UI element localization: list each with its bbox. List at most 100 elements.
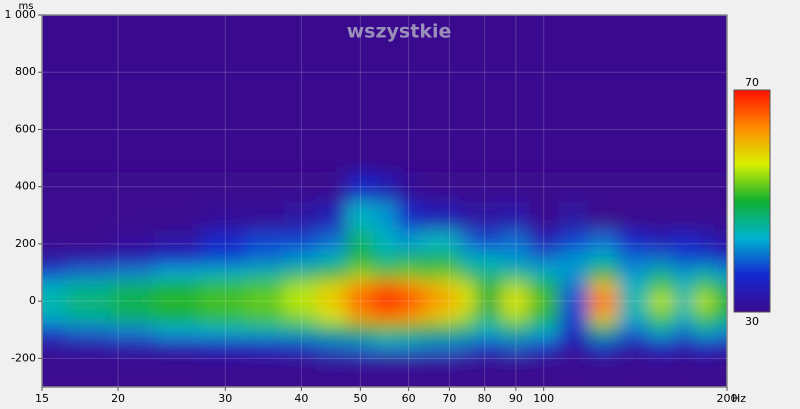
heat-cell [714, 251, 727, 266]
heat-cell [372, 294, 398, 309]
heat-cell [154, 336, 202, 352]
heat-cell [714, 172, 727, 202]
heat-cell [648, 365, 675, 387]
heat-cell [42, 365, 67, 387]
heat-cell [397, 265, 420, 281]
heat-cell [154, 308, 202, 324]
heat-cell [458, 351, 477, 367]
heat-cell [346, 336, 374, 352]
heat-cell [346, 265, 374, 281]
heat-cell [283, 365, 318, 387]
heat-cell [110, 322, 155, 338]
heat-cell [693, 294, 716, 309]
heat-cell [693, 265, 716, 281]
heat-cell [500, 172, 531, 202]
heat-cell [283, 294, 318, 309]
heat-cell [558, 351, 589, 367]
heat-cell [648, 322, 675, 338]
heat-cell [588, 251, 619, 266]
heat-cell [201, 308, 247, 324]
heat-cell [476, 322, 501, 338]
heat-cell [500, 265, 531, 281]
heat-cell [458, 322, 477, 338]
plot-frame [41, 14, 728, 388]
heat-cell [458, 265, 477, 281]
heat-cell [201, 322, 247, 338]
heat-cell [648, 251, 675, 266]
heat-cell [458, 251, 477, 266]
heat-cell [617, 351, 650, 367]
heat-cell [529, 251, 560, 266]
heat-cell [201, 279, 247, 295]
heat-cell [419, 172, 441, 202]
heat-cell [674, 294, 694, 309]
heat-cell [245, 308, 285, 324]
heat-cell [110, 229, 155, 252]
heat-cell [529, 172, 560, 202]
y-axis-label: ms [19, 1, 34, 12]
heat-cell [316, 336, 347, 352]
heat-cell [674, 251, 694, 266]
heat-cell [693, 201, 716, 231]
heat-cell [617, 251, 650, 266]
heat-cell [372, 365, 398, 387]
heat-cell [316, 172, 347, 202]
heat-cell [558, 294, 589, 309]
heat-cell [617, 336, 650, 352]
heat-cell [110, 172, 155, 202]
heat-cell [372, 172, 398, 202]
heat-cell [110, 308, 155, 324]
heat-cell [588, 322, 619, 338]
heat-cell [110, 201, 155, 231]
x-tick-label: 100 [533, 392, 554, 405]
heat-cell [558, 265, 589, 281]
heat-cell [397, 294, 420, 309]
heat-cell [558, 322, 589, 338]
heat-cell [419, 279, 441, 295]
heat-cell [245, 365, 285, 387]
heat-cell [558, 201, 589, 231]
heat-cell [154, 201, 202, 231]
heat-cell [714, 351, 727, 367]
heat-cell [66, 365, 112, 387]
heat-cell [42, 229, 67, 252]
heat-cell [316, 365, 347, 387]
heat-cell [529, 365, 560, 387]
heat-cell [617, 365, 650, 387]
y-tick-label: 200 [15, 237, 36, 250]
heat-cell [458, 279, 477, 295]
heat-cell [283, 229, 318, 252]
heat-cell [419, 308, 441, 324]
heat-cell [476, 308, 501, 324]
heat-cell [476, 172, 501, 202]
chart-title: wszystkie [347, 21, 452, 43]
heat-cell [558, 279, 589, 295]
heat-cell [419, 265, 441, 281]
heat-cell [154, 251, 202, 266]
heat-cell [201, 201, 247, 231]
heat-cell [500, 322, 531, 338]
heat-cell [529, 351, 560, 367]
heat-cell [693, 308, 716, 324]
heat-cell [346, 172, 374, 202]
heat-cell [693, 279, 716, 295]
heat-cell [66, 279, 112, 295]
heat-cell [476, 229, 501, 252]
plot-area [42, 15, 727, 387]
y-tick-label: 800 [15, 65, 36, 78]
heat-cell [419, 365, 441, 387]
heat-cell [714, 322, 727, 338]
heat-cell [245, 294, 285, 309]
x-tick-label: 80 [478, 392, 492, 405]
heat-cell [674, 336, 694, 352]
heat-cell [154, 229, 202, 252]
heat-cell [201, 351, 247, 367]
heat-cell [476, 365, 501, 387]
heat-cell [476, 251, 501, 266]
heat-cell [372, 351, 398, 367]
heat-cell [346, 279, 374, 295]
heat-cell [372, 322, 398, 338]
heat-cell [42, 336, 67, 352]
heat-cell [154, 265, 202, 281]
heat-cell [346, 201, 374, 231]
